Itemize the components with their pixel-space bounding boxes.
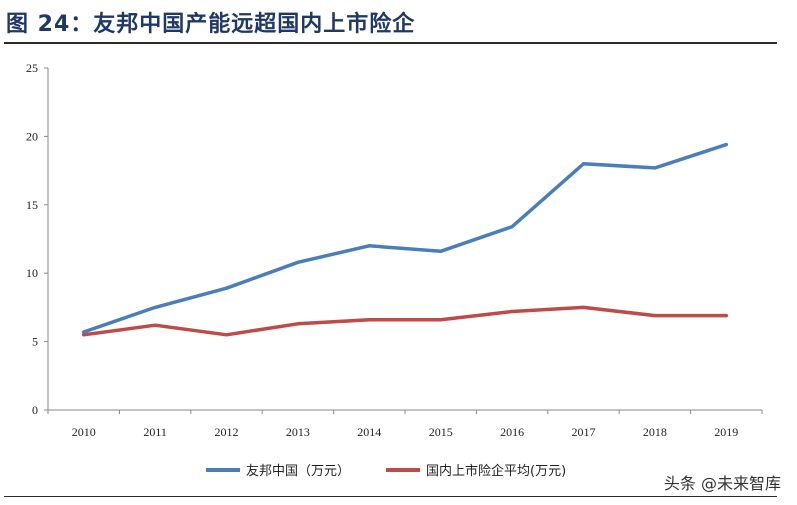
chart-title: 图 24：友邦中国产能远超国内上市险企 xyxy=(6,12,416,37)
legend-label-series-1: 友邦中国（万元） xyxy=(246,463,350,479)
series-2-point xyxy=(439,318,443,322)
series-2-point xyxy=(510,310,514,314)
x-tick-label: 2018 xyxy=(643,425,667,439)
watermark: 头条 @未来智库 xyxy=(663,474,781,493)
series-1-point xyxy=(510,225,514,229)
y-tick-label: 20 xyxy=(26,129,38,143)
series-2-point xyxy=(582,305,585,309)
bottom-rule xyxy=(4,496,777,497)
series-line-2 xyxy=(81,305,729,337)
x-tick-label: 2016 xyxy=(500,425,524,439)
y-tick-label: 25 xyxy=(26,61,38,75)
x-tick-label: 2017 xyxy=(572,425,596,439)
series-1-point xyxy=(439,249,443,253)
series-2-point xyxy=(225,333,228,337)
legend-label-series-2: 国内上市险企平均(万元) xyxy=(426,463,566,479)
series-1-point xyxy=(296,260,300,264)
y-axis-ticks: 0 5 10 15 20 25 xyxy=(26,61,48,417)
series-2-point xyxy=(724,314,728,318)
x-tick-label: 2012 xyxy=(215,425,239,439)
series-1-point xyxy=(724,143,728,147)
series-1-point xyxy=(367,244,371,248)
series-lines xyxy=(81,142,729,337)
title-rule xyxy=(4,42,777,44)
y-tick-label: 0 xyxy=(32,403,38,417)
series-2-point xyxy=(82,333,86,337)
x-tick-label: 2011 xyxy=(143,425,167,439)
series-2-point xyxy=(367,318,371,322)
x-tick-label: 2010 xyxy=(72,425,96,439)
x-axis-ticks: 2010 2011 2012 2013 2014 2015 2016 2017 2018 2019 xyxy=(47,410,763,439)
x-tick-label: 2019 xyxy=(714,425,738,439)
x-tick-label: 2014 xyxy=(357,425,381,439)
x-tick-label: 2013 xyxy=(286,425,310,439)
y-tick-label: 15 xyxy=(26,198,38,212)
series-2-point xyxy=(653,314,657,318)
series-2-point xyxy=(296,322,300,326)
series-line-1 xyxy=(81,142,729,334)
x-tick-label: 2015 xyxy=(429,425,453,439)
y-tick-label: 10 xyxy=(26,266,38,280)
series-1-point xyxy=(653,166,657,170)
series-1-point xyxy=(82,330,86,334)
series-2-point xyxy=(153,323,157,327)
series-1-point xyxy=(582,162,585,166)
y-tick-label: 5 xyxy=(32,335,38,349)
series-1-point xyxy=(153,305,157,309)
legend: 友邦中国（万元） 国内上市险企平均(万元) xyxy=(206,463,566,479)
series-1-point xyxy=(225,286,228,290)
